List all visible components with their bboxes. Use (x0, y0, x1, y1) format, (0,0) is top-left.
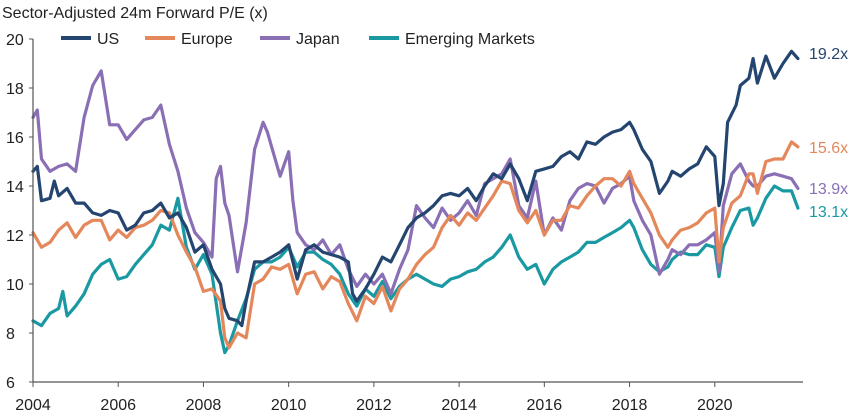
y-tick-label: 8 (6, 326, 15, 343)
y-tick-label: 14 (6, 179, 24, 196)
series-line-japan (31, 69, 800, 296)
chart-title: Sector-Adjusted 24m Forward P/E (x) (2, 5, 268, 22)
x-tick-label: 2020 (697, 397, 733, 414)
y-tick-label: 18 (6, 81, 24, 98)
end-labels: 19.2x 15.6x 13.9x 13.1x (809, 46, 848, 221)
x-tick-label: 2006 (100, 397, 136, 414)
x-tick-label: 2004 (15, 397, 51, 414)
x-tick-label: 2008 (186, 397, 222, 414)
x-tick-label: 2018 (612, 397, 648, 414)
end-label-europe: 15.6x (809, 140, 848, 157)
end-label-emerging-markets: 13.1x (809, 204, 848, 221)
x-tick-label: 2014 (441, 397, 477, 414)
series-lines (31, 49, 800, 355)
legend-label-europe: Europe (181, 31, 233, 48)
y-axis-ticks: 6 8 10 12 14 16 18 20 (6, 32, 33, 392)
series-line-us (31, 49, 800, 328)
x-axis-ticks: 2004 2006 2008 2010 2012 2014 2016 2018 2020 (15, 382, 733, 414)
end-label-us: 19.2x (809, 46, 848, 63)
end-label-japan: 13.9x (809, 181, 848, 198)
y-tick-label: 20 (6, 32, 24, 49)
y-tick-label: 10 (6, 277, 24, 294)
legend: US Europe Japan Emerging Markets (61, 31, 535, 48)
y-tick-label: 16 (6, 130, 24, 147)
x-tick-label: 2010 (271, 397, 307, 414)
x-tick-label: 2016 (527, 397, 563, 414)
legend-label-us: US (97, 31, 119, 48)
legend-label-emerging-markets: Emerging Markets (405, 31, 535, 48)
legend-label-japan: Japan (296, 31, 340, 48)
y-tick-label: 6 (6, 375, 15, 392)
y-tick-label: 12 (6, 228, 24, 245)
x-tick-label: 2012 (356, 397, 392, 414)
